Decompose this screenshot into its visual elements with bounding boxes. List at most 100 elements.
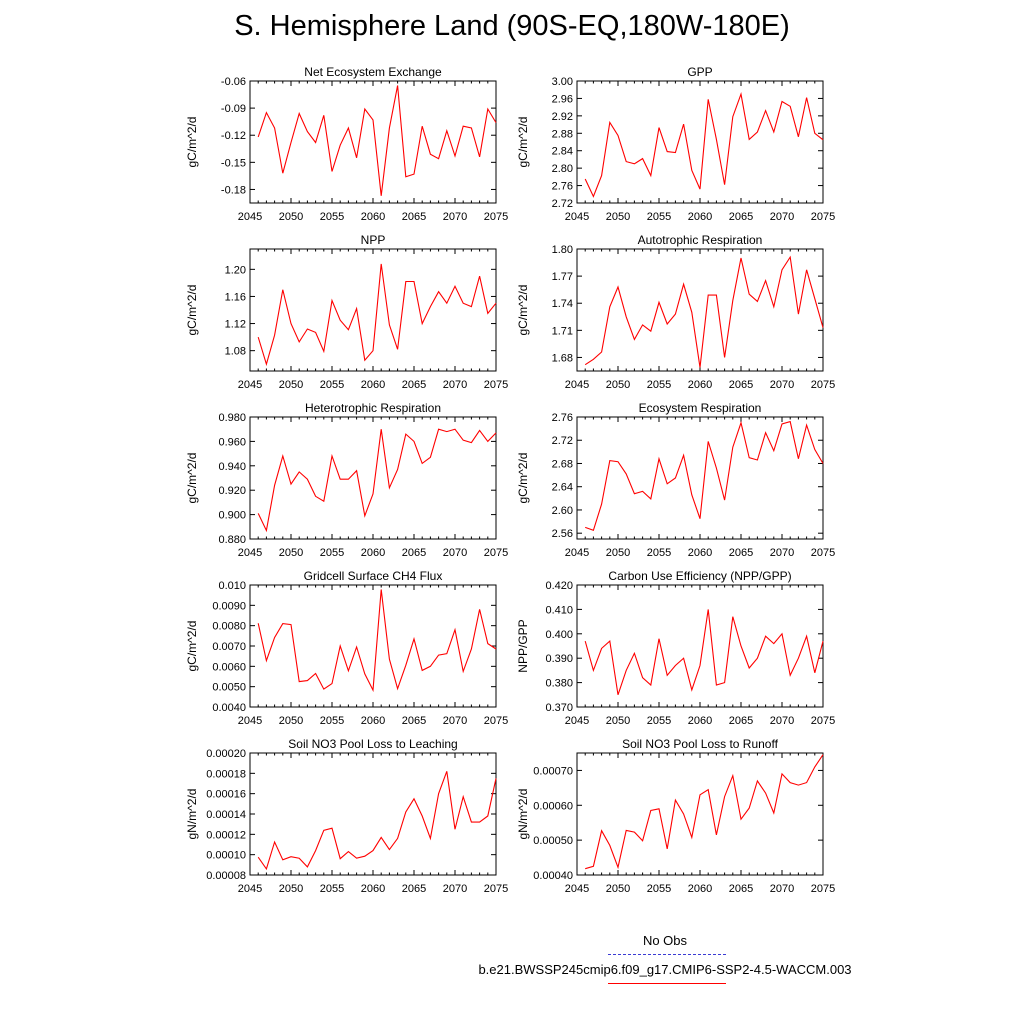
y-tick-label: 0.00010 xyxy=(206,850,246,862)
x-tick-label: 2065 xyxy=(402,715,426,727)
chart-panel-1: Net Ecosystem Exchange 2045 2050 2055 2060 20… xyxy=(185,65,508,223)
x-tick-label: 2065 xyxy=(402,547,426,559)
x-tick-label: 2060 xyxy=(688,547,712,559)
x-tick-label: 2060 xyxy=(361,379,385,391)
y-tick-label: 2.84 xyxy=(552,146,573,158)
y-tick-label: 1.71 xyxy=(552,325,573,337)
y-tick-label: -0.18 xyxy=(221,184,246,196)
y-tick-label: 0.920 xyxy=(218,485,246,497)
y-axis-label: gN/m^2/d xyxy=(516,789,530,840)
x-tick-label: 2070 xyxy=(443,883,467,895)
y-tick-label: -0.12 xyxy=(221,130,246,142)
y-tick-label: 1.16 xyxy=(225,291,246,303)
x-tick-label: 2070 xyxy=(443,715,467,727)
chart-panel-10: Soil NO3 Pool Loss to Runoff 2045 2050 2055… xyxy=(516,737,835,895)
y-tick-label: 0.0090 xyxy=(212,600,246,612)
y-tick-label: 0.00070 xyxy=(533,765,573,777)
series-line xyxy=(584,255,824,368)
x-tick-label: 2065 xyxy=(402,211,426,223)
y-tick-label: 0.410 xyxy=(545,604,573,616)
chart-title: GPP xyxy=(687,65,712,79)
x-tick-label: 2060 xyxy=(688,379,712,391)
y-tick-label: 1.20 xyxy=(225,264,246,276)
y-tick-label: 0.0050 xyxy=(212,682,246,694)
chart-title: Autotrophic Respiration xyxy=(638,233,763,247)
x-tick-label: 2075 xyxy=(811,379,835,391)
x-tick-label: 2055 xyxy=(647,883,671,895)
x-tick-label: 2075 xyxy=(811,883,835,895)
y-tick-label: 1.80 xyxy=(552,244,573,256)
x-tick-label: 2070 xyxy=(770,379,794,391)
series-line xyxy=(585,754,824,870)
y-axis-label: gC/m^2/d xyxy=(516,117,530,168)
chart-panel-4: Autotrophic Respiration 2045 2050 2055 2060 2… xyxy=(516,233,835,391)
x-tick-label: 2075 xyxy=(484,211,508,223)
plot-frame xyxy=(576,416,824,540)
y-tick-label: 0.0060 xyxy=(212,661,246,673)
chart-title: Gridcell Surface CH4 Flux xyxy=(304,569,443,583)
x-tick-label: 2065 xyxy=(729,547,753,559)
y-tick-label: 0.380 xyxy=(545,678,573,690)
x-tick-label: 2045 xyxy=(238,211,262,223)
x-tick-label: 2075 xyxy=(484,379,508,391)
series-line xyxy=(257,589,497,693)
y-tick-label: 0.880 xyxy=(218,534,246,546)
x-tick-label: 2060 xyxy=(688,211,712,223)
x-tick-label: 2075 xyxy=(811,715,835,727)
y-tick-label: 1.74 xyxy=(552,298,573,310)
x-tick-label: 2055 xyxy=(647,211,671,223)
x-tick-label: 2070 xyxy=(443,379,467,391)
x-tick-label: 2050 xyxy=(606,715,630,727)
x-tick-label: 2070 xyxy=(443,547,467,559)
y-tick-label: 0.00060 xyxy=(533,800,573,812)
x-tick-label: 2060 xyxy=(361,715,385,727)
x-tick-label: 2065 xyxy=(402,883,426,895)
series-line xyxy=(257,263,497,367)
y-tick-label: 0.940 xyxy=(218,461,246,473)
x-tick-label: 2060 xyxy=(688,715,712,727)
x-tick-label: 2075 xyxy=(811,211,835,223)
x-tick-label: 2075 xyxy=(811,547,835,559)
x-tick-label: 2070 xyxy=(770,211,794,223)
x-tick-label: 2045 xyxy=(238,379,262,391)
x-tick-label: 2055 xyxy=(320,379,344,391)
x-tick-label: 2050 xyxy=(606,379,630,391)
x-tick-label: 2045 xyxy=(238,883,262,895)
x-tick-label: 2065 xyxy=(729,715,753,727)
y-tick-label: -0.09 xyxy=(221,103,246,115)
x-tick-label: 2070 xyxy=(770,883,794,895)
y-tick-label: 0.390 xyxy=(545,653,573,665)
chart-panel-7: Gridcell Surface CH4 Flux 2045 2050 2055 206… xyxy=(185,569,508,727)
x-tick-label: 2050 xyxy=(606,883,630,895)
x-tick-label: 2045 xyxy=(238,715,262,727)
y-tick-label: 0.960 xyxy=(218,436,246,448)
x-tick-label: 2050 xyxy=(606,547,630,559)
y-tick-label: 0.0040 xyxy=(212,702,246,714)
x-tick-label: 2055 xyxy=(647,715,671,727)
series-line xyxy=(257,428,497,533)
x-tick-label: 2060 xyxy=(361,547,385,559)
y-tick-label: 2.76 xyxy=(552,412,573,424)
y-tick-label: 0.400 xyxy=(545,629,573,641)
y-tick-label: -0.15 xyxy=(221,157,246,169)
x-tick-label: 2065 xyxy=(729,211,753,223)
chart-panel-5: Heterotrophic Respiration 2045 2050 2055 206… xyxy=(185,401,508,559)
page-title: S. Hemisphere Land (90S-EQ,180W-180E) xyxy=(234,10,790,42)
y-tick-label: 2.72 xyxy=(552,198,573,210)
y-tick-label: 3.00 xyxy=(552,76,573,88)
chart-panel-3: NPP 2045 2050 2055 2060 2065 2070 2075 1.08 1.12 1… xyxy=(185,233,508,391)
series-line xyxy=(584,609,824,695)
y-tick-label: 0.00018 xyxy=(206,768,246,780)
y-tick-label: 0.0080 xyxy=(212,621,246,633)
y-tick-label: 1.12 xyxy=(225,319,246,331)
y-tick-label: 0.00014 xyxy=(206,809,246,821)
x-tick-label: 2070 xyxy=(443,211,467,223)
y-tick-label: 0.420 xyxy=(545,580,573,592)
x-tick-label: 2075 xyxy=(484,715,508,727)
series-line xyxy=(585,420,824,532)
x-tick-label: 2075 xyxy=(484,547,508,559)
y-tick-label: 2.68 xyxy=(552,458,573,470)
y-axis-label: gN/m^2/d xyxy=(185,789,199,840)
y-tick-label: 0.010 xyxy=(218,580,246,592)
